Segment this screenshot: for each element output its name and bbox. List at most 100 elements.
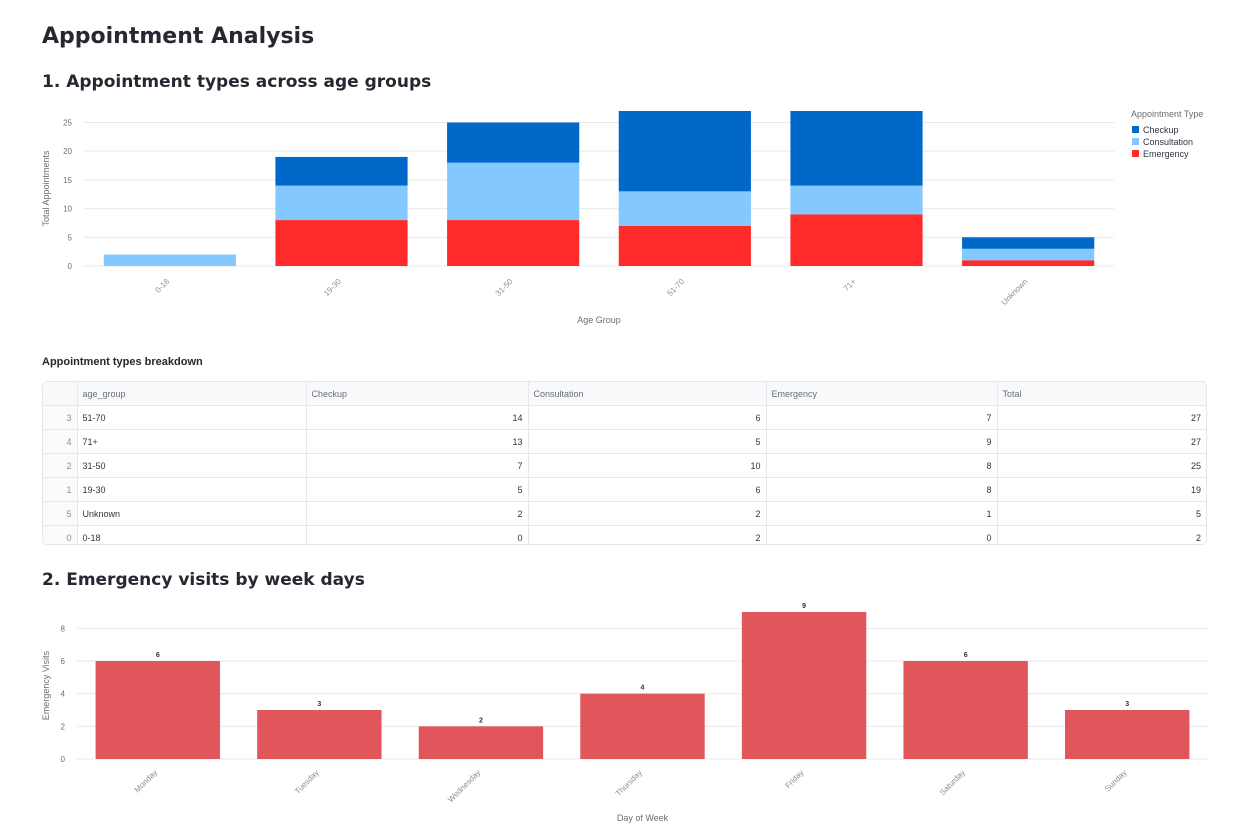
legend-swatch-consultation xyxy=(1132,138,1139,145)
legend-label-consultation: Consultation xyxy=(1143,137,1193,147)
table-cell-index[interactable]: 0 xyxy=(43,525,78,544)
section-2-title: 2. Emergency visits by week days xyxy=(42,570,365,590)
table-cell-consultation[interactable]: 6 xyxy=(528,477,767,502)
table-cell-total[interactable]: 5 xyxy=(997,501,1206,526)
bar-checkup xyxy=(447,122,580,163)
x-tick-label: 71+ xyxy=(842,277,858,293)
bar-checkup xyxy=(790,111,923,186)
x-tick-label: Wednesday xyxy=(446,768,482,804)
x-tick-label: 31-50 xyxy=(494,277,515,298)
legend-label-emergency: Emergency xyxy=(1143,149,1189,159)
table-cell-total[interactable]: 27 xyxy=(997,405,1206,430)
x-tick-label: 0-18 xyxy=(154,277,172,295)
table-cell-emergency[interactable]: 9 xyxy=(766,429,998,454)
x-tick-label: Sunday xyxy=(1103,768,1129,794)
table-cell-total[interactable]: 25 xyxy=(997,453,1206,478)
table-header-emergency[interactable]: Emergency xyxy=(766,382,998,406)
table-cell-emergency[interactable]: 7 xyxy=(766,405,998,430)
y-tick-label: 8 xyxy=(61,624,66,633)
y-tick-label: 15 xyxy=(63,176,72,185)
bar-consultation xyxy=(962,248,1095,261)
table-header-checkup[interactable]: Checkup xyxy=(306,382,529,406)
table-cell-checkup[interactable]: 2 xyxy=(306,501,529,526)
table-cell-total[interactable]: 2 xyxy=(1195,532,1201,543)
bar xyxy=(418,726,544,759)
section-1-title: 1. Appointment types across age groups xyxy=(42,72,432,92)
table-header-index[interactable] xyxy=(43,382,78,406)
bar-emergency xyxy=(790,214,923,266)
table-row: 3 51-70 14 6 7 27 xyxy=(43,405,1206,430)
data-label: 6 xyxy=(964,652,968,659)
bar-checkup xyxy=(275,156,408,186)
data-label: 9 xyxy=(802,603,806,610)
x-axis-title: Age Group xyxy=(577,315,621,325)
x-tick-label: Monday xyxy=(133,768,159,794)
bar-emergency xyxy=(962,260,1095,266)
legend-swatch-emergency xyxy=(1132,150,1139,157)
table-row: 1 19-30 5 6 8 19 xyxy=(43,477,1206,502)
x-tick-label: Tuesday xyxy=(293,768,321,796)
table-header-total[interactable]: Total xyxy=(997,382,1206,406)
table-cell-checkup[interactable]: 14 xyxy=(306,405,529,430)
table-title: Appointment types breakdown xyxy=(42,356,203,368)
table-cell-emergency[interactable]: 8 xyxy=(766,453,998,478)
bar xyxy=(580,693,705,759)
table-cell-age-group[interactable]: 0-18 xyxy=(77,525,307,544)
table-cell-index[interactable]: 3 xyxy=(43,405,78,430)
appointment-types-table[interactable]: age_group Checkup Consultation Emergency… xyxy=(42,381,1207,545)
x-axis-title: Day of Week xyxy=(617,813,669,823)
table-cell-age-group[interactable]: 31-50 xyxy=(77,453,307,478)
x-tick-label: Saturday xyxy=(938,768,967,797)
table-header-age-group[interactable]: age_group xyxy=(77,382,307,406)
y-axis-title: Total Appointments xyxy=(41,150,51,227)
table-cell-emergency[interactable]: 8 xyxy=(766,477,998,502)
table-cell-age-group[interactable]: 51-70 xyxy=(77,405,307,430)
table-cell-age-group[interactable]: 19-30 xyxy=(77,477,307,502)
table-cell-checkup[interactable]: 5 xyxy=(306,477,529,502)
table-cell-checkup[interactable]: 7 xyxy=(306,453,529,478)
table-cell-consultation[interactable]: 5 xyxy=(528,429,767,454)
x-tick-label: 51-70 xyxy=(665,277,686,298)
y-tick-label: 4 xyxy=(61,690,66,699)
y-tick-label: 0 xyxy=(68,262,73,271)
bar xyxy=(903,661,1028,759)
table-header-row: age_group Checkup Consultation Emergency… xyxy=(43,382,1206,406)
table-cell-age-group[interactable]: 71+ xyxy=(77,429,307,454)
data-label: 3 xyxy=(317,701,321,708)
table-cell-index[interactable]: 5 xyxy=(43,501,78,526)
table-cell-checkup[interactable]: 13 xyxy=(306,429,529,454)
table-cell-total[interactable]: 19 xyxy=(997,477,1206,502)
table-cell-checkup[interactable]: 0 xyxy=(306,525,529,544)
data-label: 4 xyxy=(641,685,645,692)
bar-consultation xyxy=(103,254,236,266)
data-label: 2 xyxy=(479,717,483,724)
y-axis-title: Emergency Visits xyxy=(41,650,51,720)
bar-checkup xyxy=(618,111,751,192)
x-tick-label: Friday xyxy=(783,768,805,790)
bar-emergency xyxy=(618,225,751,266)
table-cell-emergency[interactable]: 0 xyxy=(766,525,998,544)
data-label: 6 xyxy=(156,652,160,659)
y-tick-label: 10 xyxy=(63,205,72,214)
table-header-consultation[interactable]: Consultation xyxy=(528,382,767,406)
legend-swatch-checkup xyxy=(1132,126,1139,133)
legend-label-checkup: Checkup xyxy=(1143,125,1179,135)
bar-consultation xyxy=(618,191,751,226)
bar xyxy=(257,710,382,759)
table-cell-index[interactable]: 2 xyxy=(43,453,78,478)
table-cell-index[interactable]: 4 xyxy=(43,429,78,454)
bar-consultation xyxy=(447,162,580,221)
table-cell-index[interactable]: 1 xyxy=(43,477,78,502)
table-cell-age-group[interactable]: Unknown xyxy=(77,501,307,526)
table-cell-consultation[interactable]: 2 xyxy=(528,501,767,526)
table-cell-consultation[interactable]: 6 xyxy=(528,405,767,430)
y-tick-label: 25 xyxy=(63,118,72,127)
legend-title: Appointment Type xyxy=(1131,109,1203,119)
table-cell-total[interactable]: 27 xyxy=(997,429,1206,454)
table-cell-consultation[interactable]: 10 xyxy=(528,453,767,478)
bar-consultation xyxy=(790,185,923,215)
table-cell-consultation[interactable]: 2 xyxy=(528,525,767,544)
table-row: 4 71+ 13 5 9 27 xyxy=(43,429,1206,454)
table-cell-emergency[interactable]: 1 xyxy=(766,501,998,526)
x-tick-label: Thursday xyxy=(614,768,644,798)
